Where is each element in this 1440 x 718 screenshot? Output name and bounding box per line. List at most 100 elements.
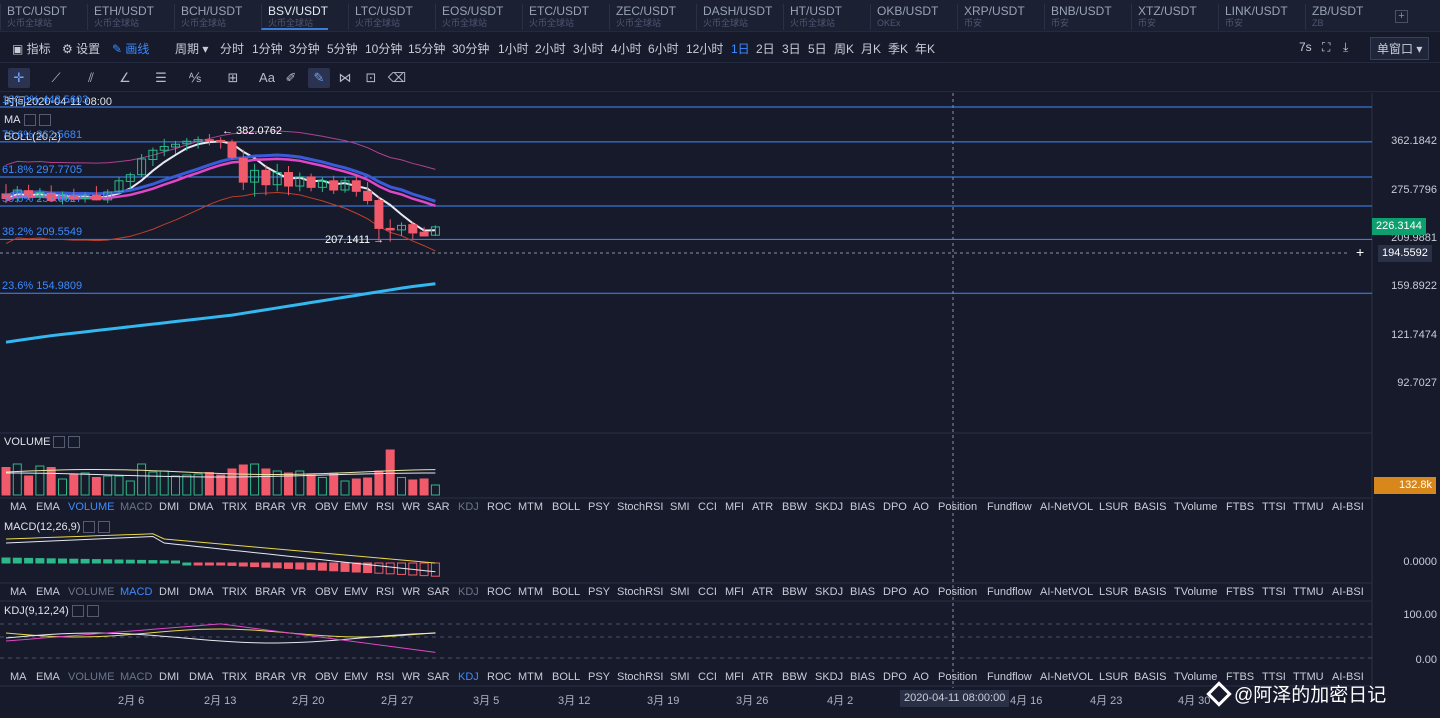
pair-tab-xrp[interactable]: XRP/USDT 币安 — [957, 4, 1025, 30]
indicator-tab-boll[interactable]: BOLL — [552, 586, 581, 598]
pair-tab-bsv[interactable]: BSV/USDT 火币全球站 — [261, 4, 329, 30]
interval-20[interactable]: 年K — [915, 42, 936, 56]
indicator-tab-roc[interactable]: ROC — [487, 501, 512, 513]
close-icon[interactable] — [86, 605, 99, 618]
interval-3[interactable]: 5分钟 — [327, 42, 358, 56]
indicator-tab-trix[interactable]: TRIX — [222, 586, 248, 598]
settings-icon[interactable] — [83, 521, 96, 534]
indicator-tab-mtm[interactable]: MTM — [518, 671, 544, 683]
horizontal-lines-icon[interactable]: ☰ — [155, 70, 167, 85]
indicator-tab-cci[interactable]: CCI — [698, 501, 717, 513]
pair-tab-etc[interactable]: ETC/USDT 火币全球站 — [522, 4, 589, 30]
indicator-tab-ma[interactable]: MA — [10, 671, 27, 683]
indicator-tab-mtm[interactable]: MTM — [518, 586, 544, 598]
settings-button[interactable]: ⚙ 设置 — [62, 40, 100, 57]
indicator-tab-atr[interactable]: ATR — [752, 671, 774, 683]
indicator-tab-macd[interactable]: MACD — [120, 586, 153, 598]
indicator-tab-ema[interactable]: EMA — [36, 671, 60, 683]
pair-tab-eos[interactable]: EOS/USDT 火币全球站 — [435, 4, 503, 30]
indicator-tab-obv[interactable]: OBV — [315, 586, 339, 598]
indicator-tab-bbw[interactable]: BBW — [782, 501, 808, 513]
indicator-tab-ttsi[interactable]: TTSI — [1262, 671, 1286, 683]
indicator-tab-emv[interactable]: EMV — [344, 671, 368, 683]
pair-tab-zec[interactable]: ZEC/USDT 火币全球站 — [609, 4, 676, 30]
indicator-tab-ttsi[interactable]: TTSI — [1262, 586, 1286, 598]
indicator-tab-mtm[interactable]: MTM — [518, 501, 544, 513]
indicator-tab-lsur[interactable]: LSUR — [1099, 586, 1129, 598]
interval-18[interactable]: 月K — [861, 42, 882, 56]
indicator-tab-bias[interactable]: BIAS — [850, 501, 876, 513]
interval-12[interactable]: 12小时 — [686, 42, 724, 56]
pair-tab-okb[interactable]: OKB/USDT OKEx — [870, 4, 938, 30]
close-icon[interactable] — [38, 114, 51, 127]
indicator-tab-ai-bsi[interactable]: AI-BSI — [1332, 501, 1364, 513]
indicator-tab-cci[interactable]: CCI — [698, 671, 717, 683]
close-icon[interactable] — [98, 521, 111, 534]
settings-icon[interactable] — [23, 114, 36, 127]
interval-13[interactable]: 1日 — [731, 42, 750, 56]
fullscreen-icon[interactable]: ⛶ — [1322, 40, 1331, 54]
lock-icon[interactable]: ⊡ — [365, 70, 377, 85]
indicator-tab-smi[interactable]: SMI — [670, 501, 690, 513]
indicator-tab-skdj[interactable]: SKDJ — [815, 671, 844, 683]
indicator-tab-kdj[interactable]: KDJ — [458, 501, 479, 513]
indicator-tab-wr[interactable]: WR — [402, 501, 421, 513]
indicator-tab-trix[interactable]: TRIX — [222, 671, 248, 683]
indicator-tab-position[interactable]: Position — [938, 671, 978, 683]
indicator-tab-ttmu[interactable]: TTMU — [1293, 671, 1324, 683]
indicator-tab-rsi[interactable]: RSI — [376, 671, 395, 683]
indicator-tab-obv[interactable]: OBV — [315, 501, 339, 513]
price-chart[interactable] — [0, 93, 1440, 718]
settings-icon[interactable] — [53, 436, 66, 449]
measure-icon[interactable]: ⊞ — [227, 70, 239, 85]
indicator-tab-dmi[interactable]: DMI — [159, 586, 180, 598]
indicator-tab-tvolume[interactable]: TVolume — [1174, 671, 1218, 683]
indicator-tab-ai-netvol[interactable]: AI-NetVOL — [1040, 671, 1094, 683]
indicator-tab-ftbs[interactable]: FTBS — [1226, 586, 1255, 598]
crosshair-icon[interactable]: ✛ — [8, 68, 30, 88]
indicator-tab-mfi[interactable]: MFI — [725, 586, 744, 598]
pair-tab-dash[interactable]: DASH/USDT 火币全球站 — [696, 4, 772, 30]
indicator-tab-stochrsi[interactable]: StochRSI — [617, 586, 664, 598]
text-tool-button[interactable]: Aa — [255, 68, 279, 88]
interval-9[interactable]: 3小时 — [573, 42, 604, 56]
interval-19[interactable]: 季K — [888, 42, 909, 56]
indicator-tab-roc[interactable]: ROC — [487, 586, 512, 598]
indicator-tab-basis[interactable]: BASIS — [1134, 671, 1167, 683]
indicator-tab-tvolume[interactable]: TVolume — [1174, 501, 1218, 513]
indicator-tab-basis[interactable]: BASIS — [1134, 501, 1167, 513]
indicator-tab-ftbs[interactable]: FTBS — [1226, 671, 1255, 683]
fib-icon[interactable]: ⅍ — [188, 70, 202, 85]
indicator-tab-rsi[interactable]: RSI — [376, 586, 395, 598]
indicator-tab-kdj[interactable]: KDJ — [458, 671, 479, 683]
interval-7[interactable]: 1小时 — [498, 42, 529, 56]
indicator-tab-bbw[interactable]: BBW — [782, 586, 808, 598]
indicator-tab-roc[interactable]: ROC — [487, 671, 512, 683]
indicator-tab-skdj[interactable]: SKDJ — [815, 586, 844, 598]
interval-16[interactable]: 5日 — [808, 42, 827, 56]
indicator-tab-wr[interactable]: WR — [402, 586, 421, 598]
interval-14[interactable]: 2日 — [756, 42, 775, 56]
pair-tab-link[interactable]: LINK/USDT 币安 — [1218, 4, 1288, 30]
pair-tab-xtz[interactable]: XTZ/USDT 币安 — [1131, 4, 1197, 30]
interval-8[interactable]: 2小时 — [535, 42, 566, 56]
indicator-tab-rsi[interactable]: RSI — [376, 501, 395, 513]
indicator-tab-trix[interactable]: TRIX — [222, 501, 248, 513]
interval-6[interactable]: 30分钟 — [452, 42, 490, 56]
draw-mode-icon[interactable]: ✎ — [308, 68, 330, 88]
ruler-icon[interactable]: ✐ — [285, 70, 297, 85]
indicator-tab-stochrsi[interactable]: StochRSI — [617, 671, 664, 683]
indicator-tab-volume[interactable]: VOLUME — [68, 501, 115, 513]
indicator-tab-psy[interactable]: PSY — [588, 671, 611, 683]
indicator-tab-ftbs[interactable]: FTBS — [1226, 501, 1255, 513]
indicator-tab-ttsi[interactable]: TTSI — [1262, 501, 1286, 513]
indicator-tab-skdj[interactable]: SKDJ — [815, 501, 844, 513]
interval-15[interactable]: 3日 — [782, 42, 801, 56]
indicator-tab-wr[interactable]: WR — [402, 671, 421, 683]
indicator-tab-kdj[interactable]: KDJ — [458, 586, 479, 598]
pattern-icon[interactable]: ⋈ — [338, 70, 352, 85]
period-dropdown[interactable]: 周期 ▾ — [175, 40, 208, 57]
draw-button[interactable]: ✎ 画线 — [112, 40, 149, 57]
indicator-tab-ai-bsi[interactable]: AI-BSI — [1332, 671, 1364, 683]
indicator-tab-boll[interactable]: BOLL — [552, 671, 581, 683]
